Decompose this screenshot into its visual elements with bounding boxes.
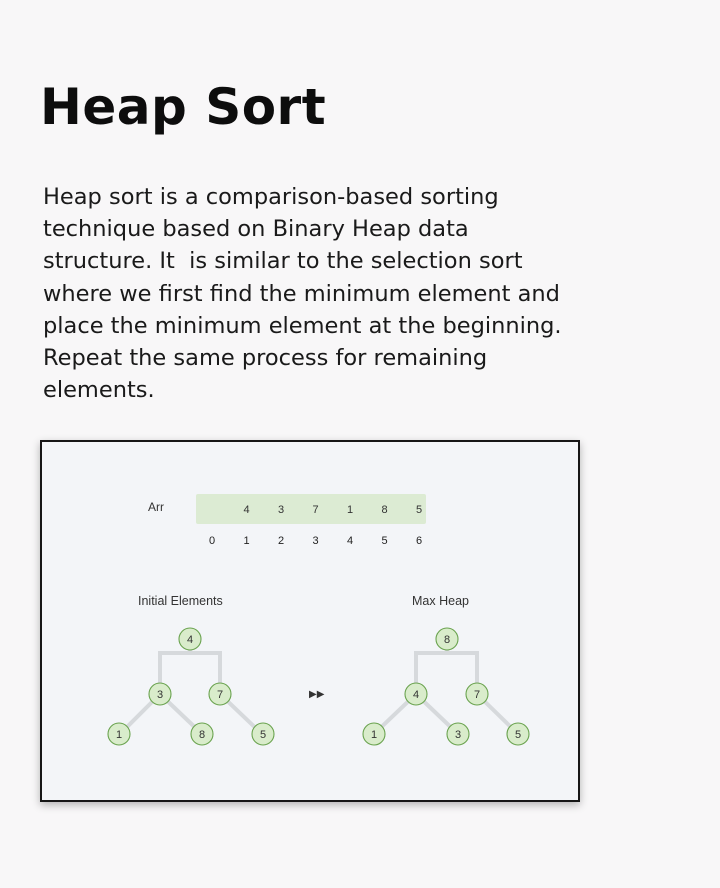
- array-index-label: 0: [209, 535, 215, 547]
- initial-node: 8: [190, 722, 214, 746]
- initial-tree-edges: [118, 637, 264, 736]
- array-strip: [196, 494, 426, 524]
- description-line: place the minimum element at the beginni…: [43, 312, 562, 339]
- array-index-label: 1: [243, 535, 249, 547]
- description-paragraph: Heap sort is a comparison-based sorting …: [43, 181, 663, 406]
- double-arrow-icon: ▶▶: [309, 689, 325, 700]
- max-heap-node: 7: [465, 682, 489, 706]
- array-cell-value: 3: [278, 504, 284, 516]
- initial-node: 3: [148, 682, 172, 706]
- array-cell-value: 1: [347, 504, 353, 516]
- array-index-label: 4: [347, 535, 353, 547]
- max-heap-node: 3: [446, 722, 470, 746]
- description-line: Repeat the same process for remaining: [43, 345, 488, 372]
- initial-node: 7: [208, 682, 232, 706]
- description-line: elements.: [43, 377, 155, 404]
- max-heap-node: 4: [404, 682, 428, 706]
- array-index-label: 5: [381, 535, 387, 547]
- svg-text:7: 7: [474, 689, 480, 701]
- description-line: Heap sort is a comparison-based sorting: [43, 184, 499, 210]
- svg-text:8: 8: [199, 729, 205, 741]
- description-line: structure. It is similar to the selectio…: [43, 248, 523, 275]
- array-cell-value: 4: [243, 504, 249, 516]
- array-cell-value: 5: [416, 504, 422, 516]
- description-line: technique based on Binary Heap data: [43, 216, 469, 243]
- array-index-label: 3: [312, 535, 318, 547]
- max-heap-edges: [372, 637, 520, 736]
- initial-node: 1: [107, 722, 131, 746]
- page-title: Heap Sort: [40, 78, 327, 136]
- initial-node: 4: [178, 627, 202, 651]
- svg-text:8: 8: [444, 634, 450, 646]
- diagram-canvas: Arr 4 3 7 1 8 5 0 1 2 3 4 5 6 Initial Elements Max …: [107, 494, 530, 746]
- svg-text:3: 3: [157, 689, 163, 701]
- initial-node: 5: [251, 722, 275, 746]
- initial-elements-caption: Initial Elements: [138, 594, 223, 608]
- array-index-label: 2: [278, 535, 284, 547]
- array-index-label: 6: [416, 535, 422, 547]
- svg-text:5: 5: [515, 729, 521, 741]
- svg-text:4: 4: [187, 634, 193, 646]
- svg-text:1: 1: [116, 729, 122, 741]
- array-cell-value: 7: [312, 504, 318, 516]
- max-heap-node: 8: [435, 627, 459, 651]
- svg-text:1: 1: [371, 729, 377, 741]
- max-heap-caption: Max Heap: [412, 594, 469, 608]
- max-heap-node: 5: [506, 722, 530, 746]
- array-label: Arr: [148, 500, 164, 514]
- svg-text:7: 7: [217, 689, 223, 701]
- svg-text:3: 3: [455, 729, 461, 741]
- max-heap-node: 1: [362, 722, 386, 746]
- heap-sort-diagram: Arr 4 3 7 1 8 5 0 1 2 3 4 5 6 Initial Elements Max …: [40, 440, 580, 802]
- svg-text:5: 5: [260, 729, 266, 741]
- svg-text:4: 4: [413, 689, 419, 701]
- array-cell-value: 8: [381, 504, 387, 516]
- description-line: where we first find the minimum element …: [43, 280, 560, 307]
